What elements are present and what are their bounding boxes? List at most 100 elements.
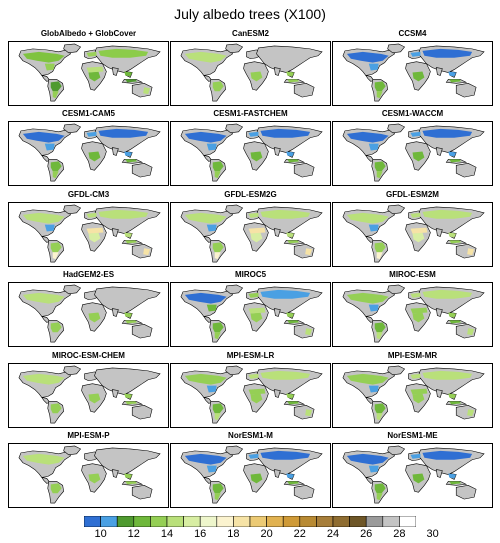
landmass-india: [435, 389, 443, 398]
panel-title: CCSM4: [398, 29, 427, 38]
colorbar-bin: [216, 516, 234, 527]
map-panel: [332, 41, 493, 106]
landmass-india: [273, 469, 281, 478]
colorbar-bin: [332, 516, 350, 527]
world-map: [18, 445, 161, 504]
landmass-australia: [131, 405, 153, 420]
albedo-field-congo: [412, 71, 425, 82]
landmass-australia: [131, 485, 153, 500]
albedo-field-southAm2: [52, 252, 59, 260]
albedo-field-seAsiaVeg: [448, 473, 457, 479]
albedo-field-boreal: [346, 51, 389, 63]
albedo-field-indon: [449, 79, 462, 83]
albedo-field-congo: [250, 393, 263, 404]
landmass-greenland: [63, 445, 82, 456]
map-panel: [332, 443, 493, 508]
albedo-field-congo: [412, 473, 425, 484]
albedo-field-boreal: [184, 51, 227, 63]
colorbar-tick-label: 26: [360, 528, 373, 540]
albedo-field-boreal: [22, 51, 65, 63]
colorbar-bin: [233, 516, 251, 527]
albedo-field-australiaE: [143, 248, 151, 256]
albedo-field-southAm2: [376, 171, 383, 179]
colorbar-bin: [299, 516, 317, 527]
map-panel: [332, 282, 493, 347]
albedo-field-congo: [412, 393, 425, 404]
albedo-field-congo: [88, 473, 101, 484]
albedo-field-amazon: [50, 242, 62, 253]
albedo-field-northAsia: [422, 128, 473, 138]
albedo-field-southAm2: [214, 171, 221, 179]
albedo-field-africaSav: [248, 227, 266, 234]
map-panel: [170, 282, 331, 347]
albedo-field-congo: [250, 232, 263, 243]
panel-title: MIROC5: [234, 270, 267, 279]
albedo-field-boreal: [346, 453, 389, 465]
albedo-field-seAsiaVeg: [286, 393, 295, 399]
landmass-australia: [455, 163, 477, 178]
colorbar-tick-label: 30: [426, 528, 439, 540]
colorbar-tick-label: 18: [227, 528, 240, 540]
landmass-greenland: [63, 123, 82, 134]
albedo-field-easternUS: [368, 63, 379, 71]
albedo-field-europeVeg: [248, 373, 259, 379]
panel-title: NorESM1-ME: [387, 431, 438, 440]
albedo-field-northAsia: [98, 209, 149, 219]
albedo-field-amazon: [212, 242, 224, 253]
map-panel: [332, 121, 493, 186]
albedo-field-europeVeg: [86, 51, 97, 57]
world-map: [342, 43, 485, 102]
albedo-field-europeVeg: [410, 131, 421, 137]
albedo-field-easternUS: [368, 465, 379, 473]
map-panel: [8, 443, 169, 508]
landmass-greenland: [225, 204, 244, 215]
albedo-field-northAsia: [422, 370, 473, 380]
colorbar-bin: [133, 516, 151, 527]
albedo-field-amazon: [212, 161, 224, 172]
albedo-field-congo: [412, 312, 425, 323]
albedo-field-amazon: [374, 81, 386, 92]
colorbar: [84, 516, 416, 527]
albedo-field-seAsiaVeg: [124, 71, 133, 77]
albedo-field-easternUS: [206, 304, 217, 312]
colorbar-bin: [166, 516, 184, 527]
world-map: [342, 284, 485, 343]
albedo-field-indon: [449, 159, 462, 163]
albedo-field-southAm2: [52, 171, 59, 179]
albedo-field-europeVeg: [410, 292, 421, 298]
albedo-field-northAsia: [260, 450, 311, 460]
map-panel: [8, 202, 169, 267]
albedo-field-amazon: [374, 242, 386, 253]
world-map: [18, 43, 161, 102]
colorbar-bin: [116, 516, 135, 527]
albedo-field-boreal: [22, 131, 65, 143]
albedo-field-australiaE: [467, 328, 475, 336]
map-panel: [332, 363, 493, 428]
albedo-field-australiaE: [467, 248, 475, 256]
map-panel: [8, 363, 169, 428]
world-map: [180, 123, 323, 182]
albedo-field-easternUS: [368, 304, 379, 312]
albedo-field-congo: [250, 473, 263, 484]
albedo-field-australiaE: [305, 328, 313, 336]
colorbar-tick-label: 12: [127, 528, 140, 540]
albedo-field-europeVeg: [86, 131, 97, 137]
albedo-field-southAm2: [376, 493, 383, 501]
albedo-field-boreal: [22, 212, 65, 224]
panel-title: MPI-ESM-MR: [387, 351, 438, 360]
colorbar-tick-label: 28: [393, 528, 406, 540]
landmass-australia: [455, 83, 477, 98]
landmass-india: [273, 67, 281, 76]
albedo-field-northAsia: [422, 209, 473, 219]
albedo-field-southAm2: [214, 252, 221, 260]
colorbar-bin: [199, 516, 218, 527]
map-panel: [170, 443, 331, 508]
landmass-australia: [293, 163, 315, 178]
landmass-asia: [94, 367, 161, 395]
landmass-greenland: [63, 204, 82, 215]
map-panel: [8, 282, 169, 347]
albedo-field-seAsiaVeg: [448, 71, 457, 77]
albedo-field-southAm2: [376, 413, 383, 421]
colorbar-tick-label: 14: [160, 528, 174, 540]
albedo-field-amazon: [50, 403, 62, 414]
